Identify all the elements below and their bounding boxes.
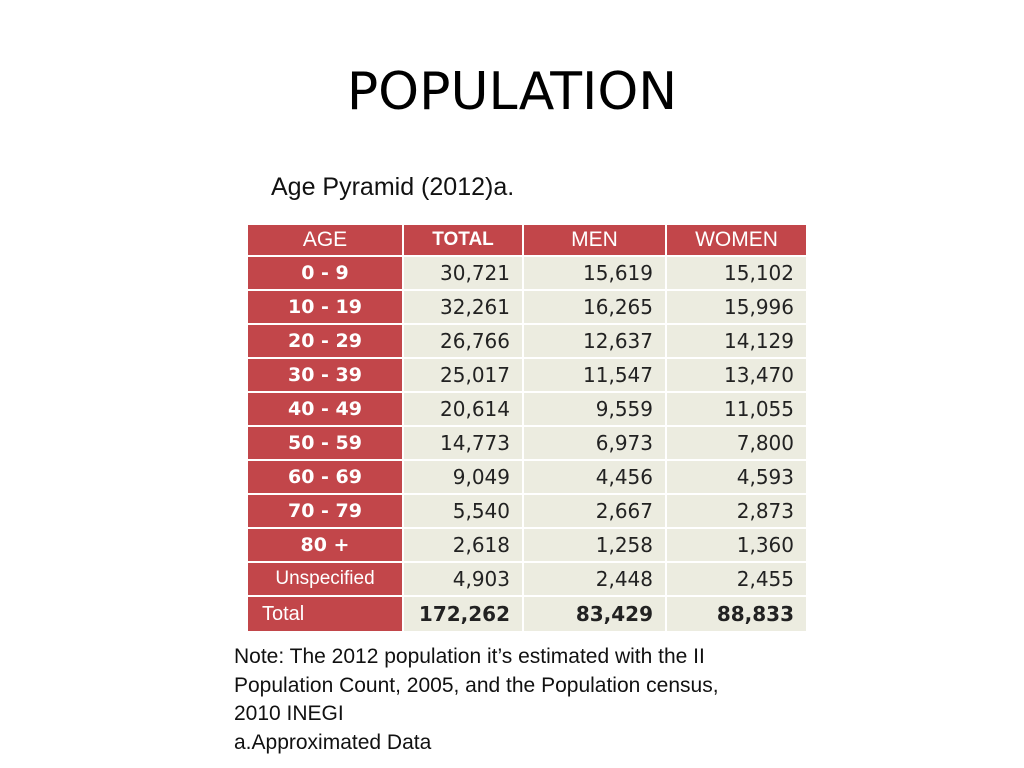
- note-line: Note: The 2012 population it’s estimated…: [234, 645, 705, 668]
- row-age: 80 +: [248, 529, 402, 561]
- total-row-men: 83,429: [524, 597, 665, 631]
- header-total: TOTAL: [404, 225, 522, 255]
- row-age: 30 - 39: [248, 359, 402, 391]
- row-age: Unspecified: [248, 563, 402, 595]
- row-age: 10 - 19: [248, 291, 402, 323]
- row-total: 2,618: [404, 529, 522, 561]
- row-men: 16,265: [524, 291, 665, 323]
- row-age: 20 - 29: [248, 325, 402, 357]
- row-total: 32,261: [404, 291, 522, 323]
- row-total: 25,017: [404, 359, 522, 391]
- table-caption: Age Pyramid (2012)a.: [271, 173, 515, 201]
- row-women: 14,129: [667, 325, 806, 357]
- row-age: 40 - 49: [248, 393, 402, 425]
- note-line: 2010 INEGI: [234, 702, 344, 725]
- row-women: 15,996: [667, 291, 806, 323]
- header-age: AGE: [248, 225, 402, 255]
- age-pyramid-table: AGE TOTAL MEN WOMEN 0 - 9 30,721 15,619 …: [248, 225, 806, 631]
- row-women: 1,360: [667, 529, 806, 561]
- total-row-label: Total: [248, 597, 402, 631]
- row-men: 6,973: [524, 427, 665, 459]
- row-age: 60 - 69: [248, 461, 402, 493]
- slide-title: POPULATION: [346, 62, 678, 122]
- row-total: 26,766: [404, 325, 522, 357]
- row-total: 5,540: [404, 495, 522, 527]
- row-women: 11,055: [667, 393, 806, 425]
- row-age: 0 - 9: [248, 257, 402, 289]
- row-women: 2,873: [667, 495, 806, 527]
- row-total: 9,049: [404, 461, 522, 493]
- row-men: 4,456: [524, 461, 665, 493]
- row-women: 2,455: [667, 563, 806, 595]
- header-men: MEN: [524, 225, 665, 255]
- row-women: 15,102: [667, 257, 806, 289]
- header-women: WOMEN: [667, 225, 806, 255]
- row-men: 15,619: [524, 257, 665, 289]
- row-men: 1,258: [524, 529, 665, 561]
- total-row-total: 172,262: [404, 597, 522, 631]
- row-women: 7,800: [667, 427, 806, 459]
- table-note: Note: The 2012 population it’s estimated…: [234, 643, 794, 757]
- note-line: Population Count, 2005, and the Populati…: [234, 673, 719, 697]
- row-total: 20,614: [404, 393, 522, 425]
- row-age: 50 - 59: [248, 427, 402, 459]
- row-men: 2,667: [524, 495, 665, 527]
- note-line: a.Approximated Data: [234, 730, 432, 754]
- row-total: 4,903: [404, 563, 522, 595]
- row-total: 14,773: [404, 427, 522, 459]
- row-men: 12,637: [524, 325, 665, 357]
- total-row-women: 88,833: [667, 597, 806, 631]
- row-total: 30,721: [404, 257, 522, 289]
- row-men: 11,547: [524, 359, 665, 391]
- row-men: 9,559: [524, 393, 665, 425]
- row-women: 4,593: [667, 461, 806, 493]
- row-men: 2,448: [524, 563, 665, 595]
- row-women: 13,470: [667, 359, 806, 391]
- row-age: 70 - 79: [248, 495, 402, 527]
